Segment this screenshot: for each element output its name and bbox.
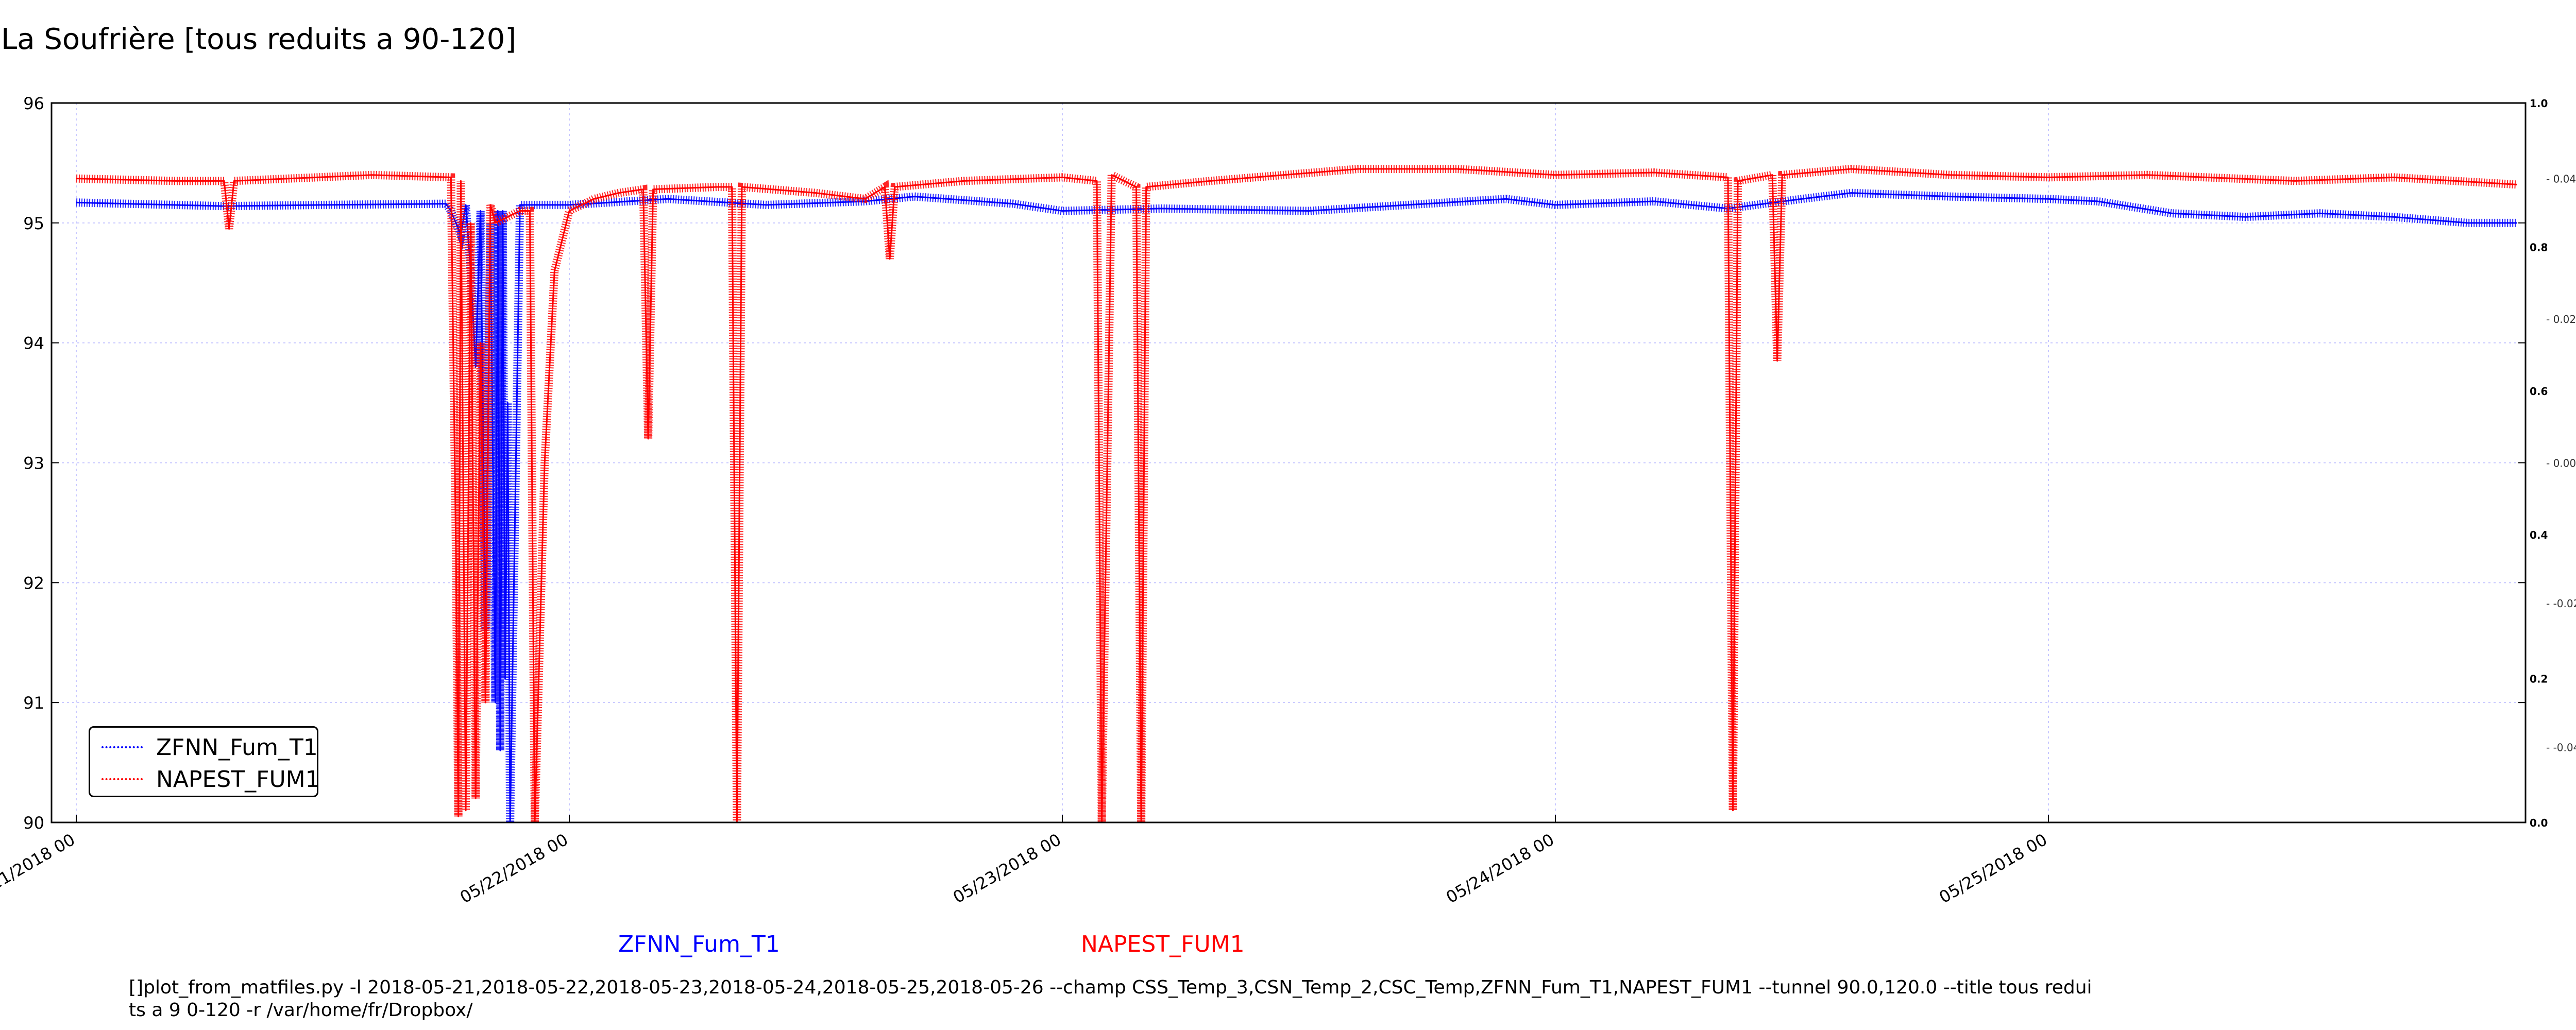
x-tick-label: 05/21/2018 00	[0, 830, 78, 907]
series-caption-napest: NAPEST_FUM1	[1081, 931, 1245, 957]
y-tick-label: 92	[23, 573, 44, 593]
chart-legend: ZFNN_Fum_T1 NAPEST_FUM1	[89, 726, 320, 797]
x-tick-label: 05/25/2018 00	[1936, 830, 2050, 907]
y-tick-label: 91	[23, 693, 44, 713]
right-axis-tick-label: 0.2	[2530, 673, 2548, 685]
legend-swatch-red-icon	[101, 778, 143, 780]
right-axis-tick-label: 1.0	[2530, 97, 2548, 110]
legend-entry-napest: NAPEST_FUM1	[101, 764, 320, 795]
command-line-text: []plot_from_matfiles.py -l 2018-05-21,20…	[129, 977, 2092, 1021]
right-axis-inner-tick-label: - 0.04	[2546, 173, 2576, 185]
series-line-NAPEST_FUM1	[76, 168, 2517, 823]
right-axis-inner-tick-label: - -0.02	[2546, 597, 2576, 610]
right-axis-tick-label: 0.6	[2530, 385, 2548, 398]
legend-swatch-blue-icon	[101, 746, 143, 748]
right-axis-tick-label: 0.8	[2530, 241, 2548, 253]
right-axis-tick-label: 0.0	[2530, 817, 2548, 829]
y-tick-label: 96	[23, 94, 44, 113]
y-tick-label: 94	[23, 334, 44, 353]
y-tick-label: 95	[23, 214, 44, 233]
x-tick-label: 05/23/2018 00	[950, 830, 1064, 907]
x-tick-label: 05/24/2018 00	[1443, 830, 1557, 907]
right-axis-inner-tick-label: - 0.00	[2546, 457, 2576, 470]
series-caption-zfnn: ZFNN_Fum_T1	[618, 931, 780, 957]
chart-title: La Soufrière [tous reduits a 90-120]	[1, 23, 517, 56]
legend-label-napest: NAPEST_FUM1	[156, 766, 320, 793]
series-band-NAPEST_FUM1	[76, 165, 2517, 823]
right-axis-inner-tick-label: - -0.04	[2546, 741, 2576, 753]
legend-label-zfnn: ZFNN_Fum_T1	[156, 734, 318, 761]
x-tick-label: 05/22/2018 00	[456, 830, 571, 907]
series-line-ZFNN_Fum_T1	[76, 192, 2517, 823]
right-axis-inner-tick-label: - 0.02	[2546, 313, 2576, 325]
plot-frame	[50, 102, 2527, 823]
y-tick-label: 90	[23, 813, 44, 833]
y-tick-label: 93	[23, 454, 44, 473]
series-band-ZFNN_Fum_T1	[76, 188, 2517, 823]
legend-entry-zfnn: ZFNN_Fum_T1	[101, 732, 318, 763]
right-axis-tick-label: 0.4	[2530, 529, 2548, 541]
